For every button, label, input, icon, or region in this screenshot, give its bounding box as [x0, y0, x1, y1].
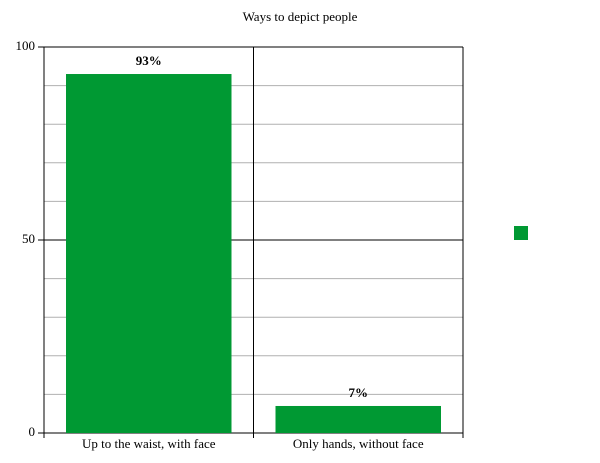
value-label: 7%: [349, 385, 369, 400]
legend-swatch: [514, 226, 528, 240]
x-tick-label: Only hands, without face: [293, 436, 424, 451]
x-tick-label: Up to the waist, with face: [82, 436, 216, 451]
y-tick-label: 50: [22, 231, 35, 246]
y-tick-label: 0: [29, 424, 36, 439]
y-tick-label: 100: [16, 38, 36, 53]
value-label: 93%: [136, 53, 162, 68]
chart-title: Ways to depict people: [243, 9, 358, 24]
bar: [275, 405, 441, 433]
bar: [66, 74, 232, 434]
